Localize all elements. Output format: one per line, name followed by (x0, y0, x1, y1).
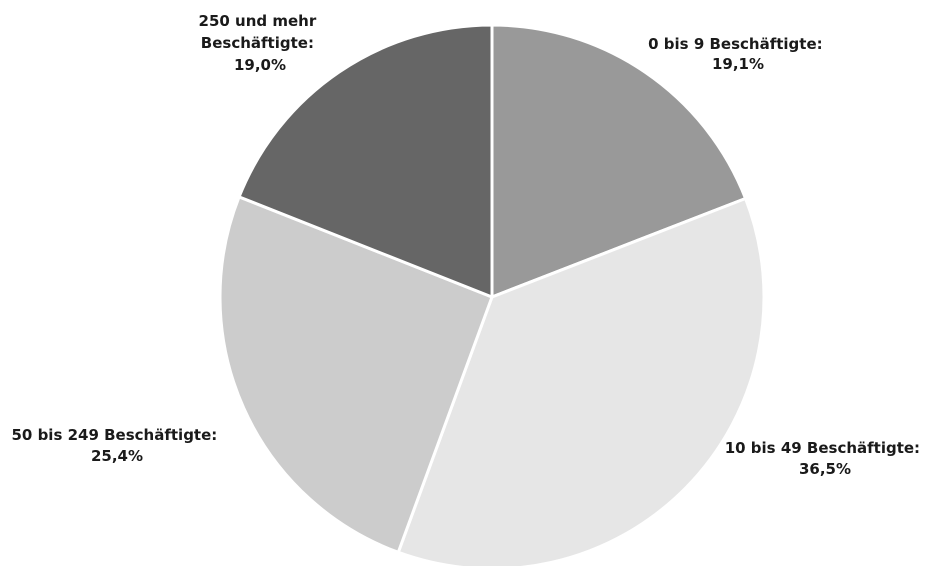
slice-50-249 (218, 195, 494, 554)
slice-label-250-plus-value: 19,0% (234, 56, 286, 74)
slice-label-0-9-name: 0 bis 9 Beschäftigte: (648, 35, 823, 53)
slice-10-49 (396, 196, 766, 566)
slice-label-10-49-name: 10 bis 49 Beschäftigte: (725, 439, 920, 457)
slice-label-50-249-value: 25,4% (91, 447, 143, 465)
pie-slices (218, 23, 766, 566)
slice-label-10-49: 10 bis 49 Beschäftigte: 36,5% (725, 439, 926, 478)
slice-250-plus (237, 23, 494, 299)
slice-label-250-plus-line2: Beschäftigte: (201, 34, 314, 52)
slice-label-250-plus: 250 und mehr Beschäftigte: 19,0% (199, 12, 322, 74)
slice-label-10-49-value: 36,5% (799, 460, 851, 478)
slice-label-50-249: 50 bis 249 Beschäftigte: 25,4% (11, 426, 222, 465)
slice-label-0-9: 0 bis 9 Beschäftigte: 19,1% (648, 35, 828, 73)
slice-label-250-plus-line1: 250 und mehr (199, 12, 317, 30)
slice-label-0-9-value: 19,1% (712, 55, 764, 73)
slice-0-9 (490, 23, 748, 299)
slice-label-50-249-name: 50 bis 249 Beschäftigte: (11, 426, 217, 444)
